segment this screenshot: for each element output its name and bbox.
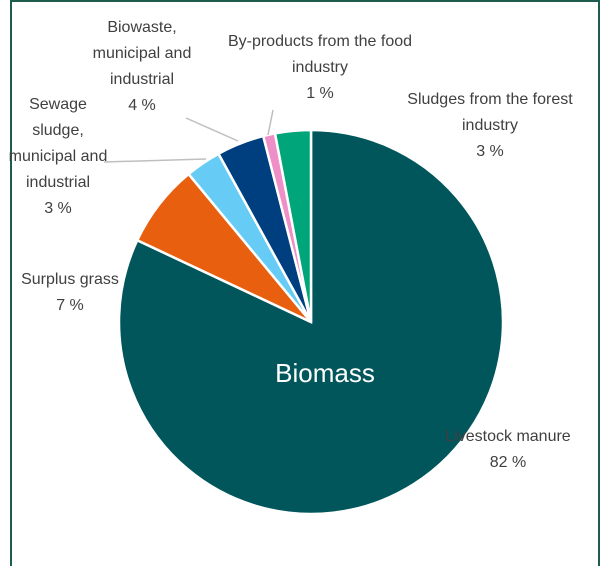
center-annotation: Biomass (275, 358, 375, 388)
value-label: 3 % (476, 143, 504, 160)
value-label: 4 % (128, 97, 156, 114)
slice-label: Livestock manure 82 % (440, 424, 576, 476)
value-label: 1 % (306, 85, 334, 102)
category-name: Sludges from the forest industry (407, 91, 573, 134)
leader-line (103, 158, 207, 163)
value-label: 82 % (489, 454, 527, 471)
category-name: Surplus grass (21, 271, 119, 288)
slice-label: By-products from the food industry 1 % (210, 29, 430, 107)
leader-line (185, 117, 239, 142)
category-name: Livestock manure (445, 428, 571, 445)
slice-label: Sewage sludge, municipal and industrial 3… (8, 92, 108, 222)
slice-label: Biowaste, municipal and industrial 4 % (92, 15, 192, 119)
slice-label: Surplus grass 7 % (10, 267, 130, 319)
pie-slice (273, 128, 313, 323)
category-name: Sewage sludge, municipal and industrial (8, 96, 108, 191)
frame (10, 0, 600, 566)
category-name: Biowaste, municipal and industrial (92, 19, 192, 88)
value-label: 7 % (56, 297, 84, 314)
leader-line (267, 109, 274, 136)
category-name: By-products from the food industry (227, 33, 413, 76)
slice-label: Sludges from the forest industry 3 % (400, 87, 580, 165)
value-label: 3 % (44, 200, 72, 217)
